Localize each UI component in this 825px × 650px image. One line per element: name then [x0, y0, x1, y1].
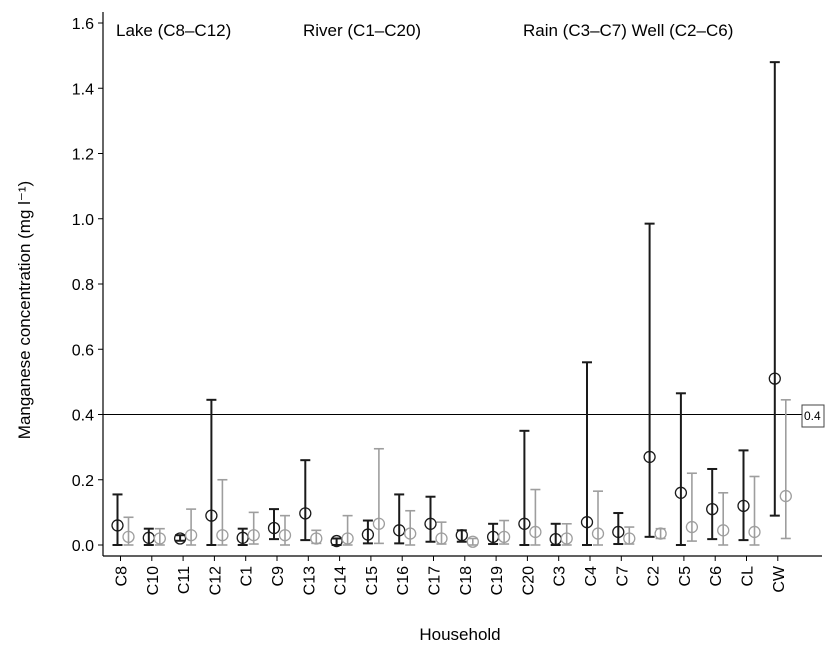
x-tick-label: C2 [646, 566, 663, 587]
x-tick-label: C10 [145, 566, 162, 595]
group-label-lake: Lake (C8–C12) [116, 21, 231, 40]
data-point [153, 532, 166, 545]
data-point [184, 529, 198, 542]
x-tick-label: C16 [395, 566, 412, 595]
data-point [361, 528, 375, 541]
y-tick-label: 0.2 [72, 473, 94, 490]
data-point [173, 532, 187, 545]
data-point [341, 532, 354, 545]
data-point [591, 527, 605, 540]
data-point [466, 535, 479, 548]
y-tick-label: 0.6 [72, 342, 94, 359]
x-axis-title: Household [419, 625, 500, 644]
data-point [529, 525, 542, 539]
data-point [111, 519, 124, 532]
data-point [737, 499, 750, 513]
data-point [497, 530, 511, 543]
data-point [372, 517, 386, 530]
data-point [580, 516, 594, 529]
x-tick-label: C19 [489, 566, 506, 595]
x-tick-label: C4 [583, 566, 600, 587]
x-tick-label: C1 [239, 566, 256, 587]
x-tick-label: C12 [207, 566, 224, 595]
data-point [205, 509, 218, 522]
data-point [216, 529, 229, 542]
y-tick-label: 1.2 [72, 147, 94, 164]
x-tick-label: C9 [270, 566, 287, 587]
x-tick-label: C11 [176, 566, 193, 594]
data-point [779, 489, 792, 503]
data-point [612, 525, 625, 539]
group-label-river: River (C1–C20) [303, 21, 421, 40]
data-point [654, 527, 667, 540]
y-tick-label: 0.4 [72, 408, 94, 425]
x-tick-label: CL [740, 566, 757, 587]
y-tick-label: 1.0 [72, 212, 94, 229]
data-marks [111, 61, 792, 548]
data-point [768, 372, 781, 385]
y-tick-label: 0.0 [72, 538, 94, 555]
x-tick-label: C13 [301, 566, 318, 595]
data-point [623, 532, 636, 545]
data-point [299, 507, 312, 520]
tick-labels: 0.0 0.2 0.4 0.6 0.8 1.0 1.2 1.4 1.6 C8 C10 C11 C12 C1… [72, 16, 788, 595]
axes [98, 12, 822, 561]
data-point [278, 529, 292, 542]
reference-line-label: 0.4 [804, 409, 821, 423]
data-point [560, 532, 573, 545]
data-point [393, 524, 406, 537]
data-point [706, 502, 719, 516]
x-tick-label: C17 [427, 566, 444, 595]
x-tick-label: C18 [458, 566, 475, 595]
x-tick-label: C6 [708, 566, 725, 587]
x-tick-label: C15 [364, 566, 381, 595]
y-tick-label: 0.8 [72, 277, 94, 294]
data-point [717, 524, 730, 537]
data-point [455, 529, 468, 542]
group-label-rain-well: Rain (C3–C7) Well (C2–C6) [523, 21, 733, 40]
reference-line-label-box [801, 404, 825, 428]
y-tick-label: 1.4 [72, 81, 94, 98]
data-point [122, 530, 135, 543]
x-tick-label: C8 [114, 566, 131, 587]
data-point [435, 532, 448, 545]
data-point [404, 527, 417, 540]
data-point [424, 517, 437, 530]
y-tick-label: 1.6 [72, 16, 94, 33]
x-tick-label: C20 [520, 566, 537, 595]
x-tick-label: C3 [552, 566, 569, 587]
x-tick-label: C7 [614, 566, 631, 587]
x-tick-label: CW [771, 565, 788, 593]
data-point [643, 450, 656, 464]
data-point [685, 520, 699, 534]
x-tick-label: C5 [677, 566, 694, 587]
data-point [674, 486, 688, 499]
data-point [518, 517, 531, 530]
data-point [267, 521, 281, 535]
data-point [310, 532, 323, 545]
data-point [748, 525, 761, 539]
data-point [247, 529, 260, 542]
x-tick-label: C14 [333, 566, 350, 595]
y-axis-title: Manganese concentration (mg l⁻¹) [15, 181, 34, 439]
